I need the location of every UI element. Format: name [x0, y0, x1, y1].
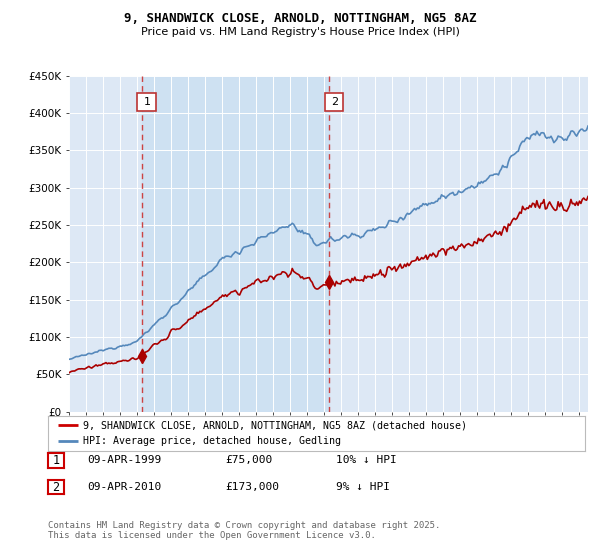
Text: 09-APR-2010: 09-APR-2010 [87, 482, 161, 492]
Text: 9, SHANDWICK CLOSE, ARNOLD, NOTTINGHAM, NG5 8AZ: 9, SHANDWICK CLOSE, ARNOLD, NOTTINGHAM, … [124, 12, 476, 25]
Text: 09-APR-1999: 09-APR-1999 [87, 455, 161, 465]
Text: Price paid vs. HM Land Registry's House Price Index (HPI): Price paid vs. HM Land Registry's House … [140, 27, 460, 37]
Text: £75,000: £75,000 [225, 455, 272, 465]
FancyBboxPatch shape [325, 93, 343, 111]
Text: 2: 2 [52, 480, 59, 494]
Text: 9% ↓ HPI: 9% ↓ HPI [336, 482, 390, 492]
Text: HPI: Average price, detached house, Gedling: HPI: Average price, detached house, Gedl… [83, 436, 341, 446]
Text: Contains HM Land Registry data © Crown copyright and database right 2025.
This d: Contains HM Land Registry data © Crown c… [48, 521, 440, 540]
Text: 1: 1 [52, 454, 59, 467]
Text: 1: 1 [144, 97, 151, 107]
Text: 9, SHANDWICK CLOSE, ARNOLD, NOTTINGHAM, NG5 8AZ (detached house): 9, SHANDWICK CLOSE, ARNOLD, NOTTINGHAM, … [83, 421, 467, 431]
Text: 2: 2 [331, 97, 338, 107]
Text: 10% ↓ HPI: 10% ↓ HPI [336, 455, 397, 465]
Text: £173,000: £173,000 [225, 482, 279, 492]
Bar [142, 76, 329, 412]
FancyBboxPatch shape [137, 93, 156, 111]
